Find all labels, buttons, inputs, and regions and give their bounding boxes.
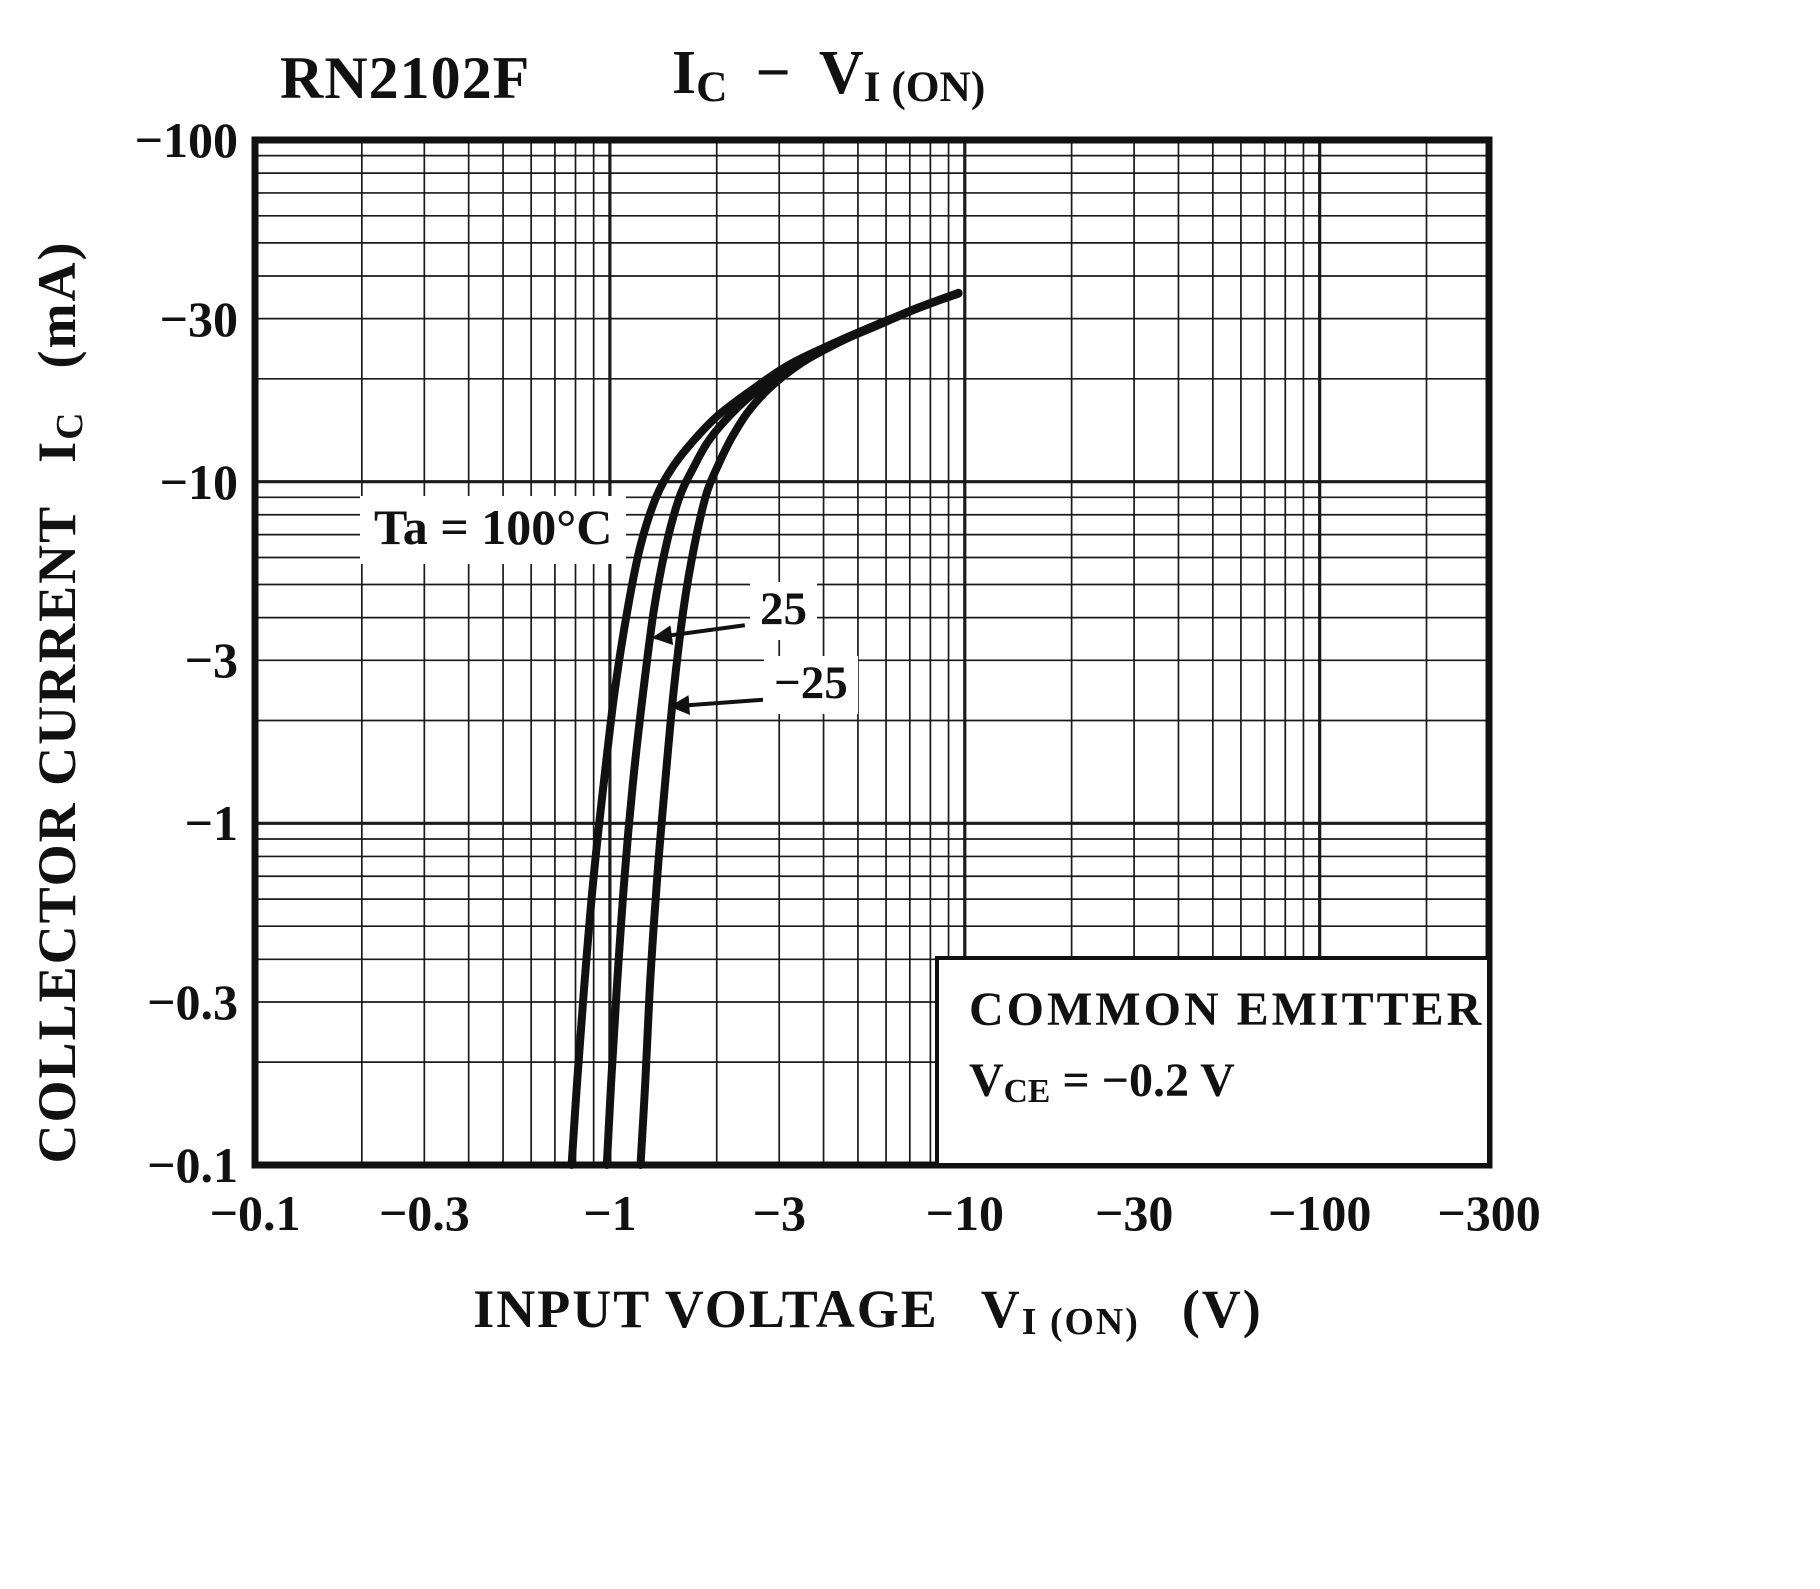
x-axis-unit: (V) [1181, 1279, 1263, 1339]
x-axis-label: INPUT VOLTAGE VI (ON) (V) [473, 1278, 1263, 1344]
x-axis-symbol-sub: I (ON) [1021, 1300, 1140, 1343]
annotation-ta-100c: Ta = 100°C [360, 496, 627, 564]
condition-box: COMMON EMITTER VCE = −0.2 V [935, 956, 1491, 1167]
x-tick-label: −300 [1437, 1185, 1541, 1241]
curve-ta25 [602, 289, 963, 1169]
annotation-minus-25c: −25 [764, 656, 858, 714]
x-tick-label: −100 [1267, 1185, 1372, 1241]
y-tick-label: −0.3 [147, 973, 238, 1030]
plot-border [251, 136, 1493, 1169]
title-vi-sub: I (ON) [863, 62, 986, 111]
condition-vce-symbol: V [969, 1054, 1004, 1107]
y-tick-label: −30 [159, 290, 239, 347]
x-axis-label-text: INPUT VOLTAGE [473, 1279, 939, 1339]
x-tick-label: −10 [925, 1185, 1005, 1241]
x-tick-label: −0.3 [378, 1185, 470, 1241]
y-tick-label: −10 [159, 453, 239, 510]
title-dash: − [755, 39, 791, 107]
curve-tam25 [636, 288, 963, 1169]
y-tick-label: −0.1 [147, 1137, 238, 1193]
title-ic-sub: C [696, 62, 728, 111]
x-tick-label: −1 [583, 1185, 637, 1241]
y-tick-label: −1 [184, 795, 239, 852]
annotation-arrow-ta25 [652, 623, 746, 646]
condition-vce-value: = −0.2 V [1050, 1054, 1235, 1107]
curve-ta100 [567, 289, 963, 1169]
y-tick-label: −3 [184, 632, 239, 689]
condition-line1: COMMON EMITTER [969, 983, 1485, 1036]
annotation-arrow-tam25 [669, 695, 764, 716]
y-axis-symbol-sub: C [48, 410, 91, 440]
chart-function-title: IC − VI (ON) [672, 38, 985, 112]
condition-line2: VCE = −0.2 V [969, 1053, 1487, 1111]
title-ic-main: I [672, 39, 697, 107]
title-vi-main: V [818, 39, 864, 107]
x-tick-label: −3 [752, 1185, 806, 1241]
condition-vce-sub: CE [1003, 1073, 1051, 1111]
x-tick-label: −30 [1094, 1185, 1174, 1241]
device-model: RN2102F [280, 45, 531, 111]
x-axis-symbol: V [980, 1279, 1022, 1339]
x-tick-label: −0.1 [209, 1185, 301, 1241]
annotation-25c: 25 [750, 582, 817, 640]
y-tick-label: −100 [134, 112, 239, 168]
